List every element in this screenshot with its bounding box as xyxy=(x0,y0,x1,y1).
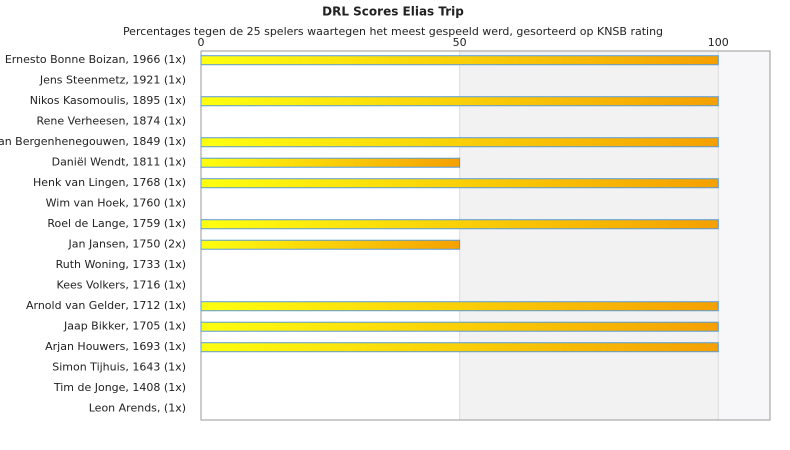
y-tick-label: Kees Volkers, 1716 (1x) xyxy=(57,279,186,292)
bar xyxy=(200,321,719,332)
y-tick-label: Arnold van Gelder, 1712 (1x) xyxy=(26,299,186,312)
bar xyxy=(200,342,719,353)
y-tick-label: Tim de Jonge, 1408 (1x) xyxy=(53,381,186,394)
y-tick-label: Jaap Bikker, 1705 (1x) xyxy=(63,320,186,333)
plot-band xyxy=(201,51,460,420)
y-tick-label: Rene Verheesen, 1874 (1x) xyxy=(37,115,186,128)
x-tick-label: 100 xyxy=(708,36,729,49)
y-tick-label: Henk van Lingen, 1768 (1x) xyxy=(33,176,186,189)
bar xyxy=(200,219,719,230)
bar xyxy=(200,239,461,250)
y-tick-label: Ruth Woning, 1733 (1x) xyxy=(56,258,186,271)
y-tick-label: Wim van Hoek, 1760 (1x) xyxy=(46,197,186,210)
bar xyxy=(200,178,719,189)
bar xyxy=(200,137,719,148)
bar xyxy=(200,96,719,107)
plot-border xyxy=(200,50,771,421)
y-tick-label: Simon Tijhuis, 1643 (1x) xyxy=(52,361,186,374)
x-tick-label: 50 xyxy=(453,36,467,49)
bar xyxy=(200,301,719,312)
y-tick-label: Jan Jansen, 1750 (2x) xyxy=(68,238,186,251)
chart-subtitle: Percentages tegen de 25 spelers waartege… xyxy=(123,25,663,38)
plot-band xyxy=(459,51,719,420)
y-tick-label: Daniël Wendt, 1811 (1x) xyxy=(52,156,186,169)
y-tick-label: Jens Steenmetz, 1921 (1x) xyxy=(39,74,186,87)
plot-band xyxy=(718,51,770,420)
y-tick-label: van Bergenhenegouwen, 1849 (1x) xyxy=(0,135,186,148)
bar xyxy=(200,157,461,168)
y-tick-label: Arjan Houwers, 1693 (1x) xyxy=(45,340,186,353)
y-tick-label: Roel de Lange, 1759 (1x) xyxy=(47,217,186,230)
y-tick-label: Ernesto Bonne Boizan, 1966 (1x) xyxy=(5,53,186,66)
x-tick-label: 0 xyxy=(198,36,205,49)
y-tick-label: Leon Arends, (1x) xyxy=(89,402,186,415)
bar xyxy=(200,55,719,66)
chart-title: DRL Scores Elias Trip xyxy=(322,5,464,19)
y-tick-label: Nikos Kasomoulis, 1895 (1x) xyxy=(30,94,186,107)
